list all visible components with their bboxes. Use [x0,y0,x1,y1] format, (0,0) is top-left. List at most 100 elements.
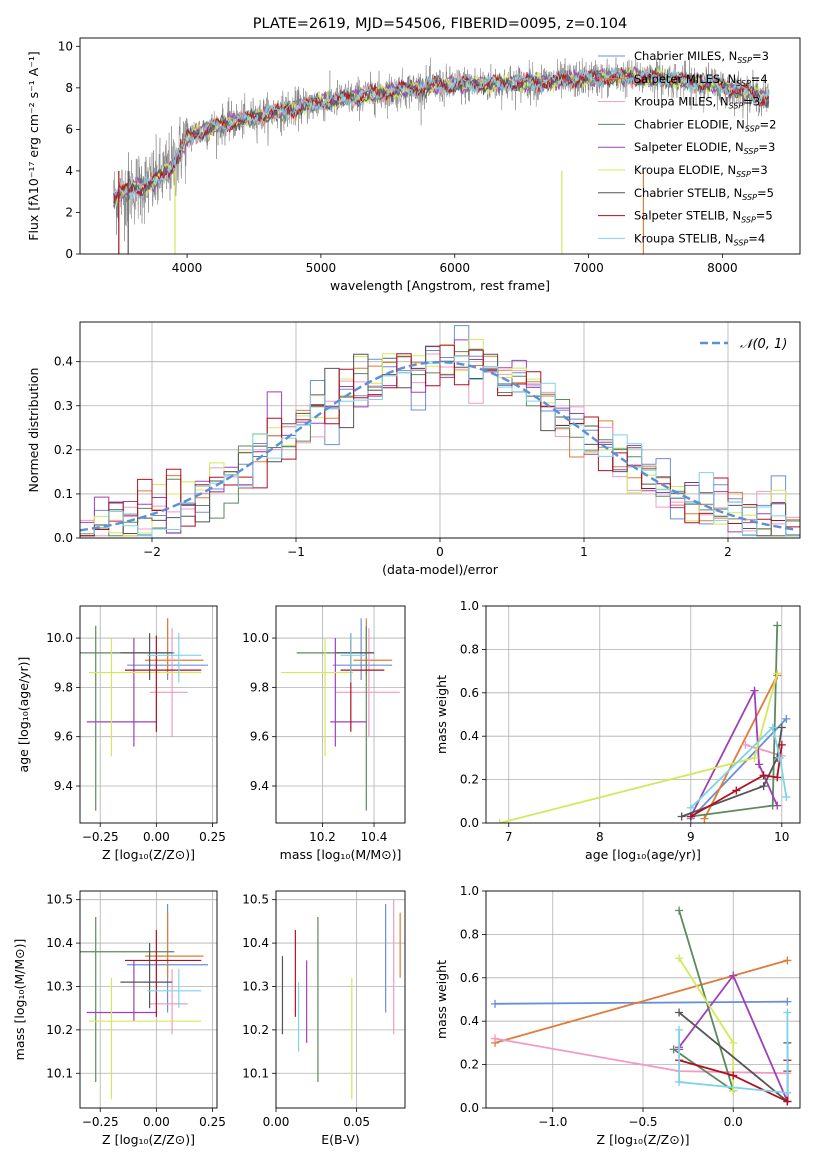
grid [486,890,800,1109]
tick-label-y: 10.2 [46,1023,73,1037]
weight-marker [677,812,686,821]
tick-label-y: 0.2 [460,1058,479,1072]
weight-marker [729,1071,738,1080]
tick-label-y: 9.8 [54,680,73,694]
weight-series-9 [690,725,788,809]
axis-label-x: mass [log₁₀(M/M⊙)] [280,847,402,862]
axes-border [275,605,406,824]
tick-label-x: 7 [505,830,513,844]
axes-frame: −0.25 0.00 0.25 9.4 9.6 9.8 10.0 Z [log₁₀(Z/Z⊙)… [16,605,226,862]
axis-label-y: Flux [fλ10⁻¹⁷ erg cm⁻² s⁻¹ A⁻¹] [26,51,41,240]
errorbar-point-9 [147,969,202,1009]
tick-label-y: 0 [65,247,73,261]
weight-marker [773,621,782,630]
errorbar-point-7 [120,943,173,1009]
errorbar-point-2 [353,618,393,676]
weight-series-2 [494,959,788,1044]
errorbar-point-4 [80,625,175,811]
plot-mass-vs-z: −0.25 0.00 0.25 10.1 10.2 10.3 10.4 10.5 Z [log₁… [12,890,226,1147]
errorbar-point-8 [124,635,202,732]
tick-label-x: 0.25 [199,1115,226,1129]
weight-series-4 [673,910,735,1093]
tick-label-y: 0.0 [460,816,479,830]
tick-label-x: 1 [580,545,588,559]
spectrum-model-9 [113,67,770,200]
weight-marker [675,906,684,915]
tick-label-y: 1.0 [460,884,479,898]
tick-label-y: 10.0 [46,631,73,645]
legend-entry: Salpeter ELODIE, NSSP=3 [634,140,775,156]
errorbar-point-5 [330,638,367,747]
tick-label-x: 10.4 [361,830,388,844]
plot-weight-vs-age: 7 8 9 10 0.0 0.2 0.4 0.6 0.8 1.0 age [log₁₀(age/yr… [434,599,801,862]
tick-label-y: 6 [65,122,73,136]
plot-age-vs-z: −0.25 0.00 0.25 9.4 9.6 9.8 10.0 Z [log₁₀(Z/Z⊙)… [16,605,226,862]
weight-marker [777,740,786,749]
axes-frame: −0.25 0.00 0.25 10.1 10.2 10.3 10.4 10.5 Z [log₁… [12,890,226,1147]
gaussian-curve [80,360,798,532]
weight-series-7 [681,727,783,818]
weight-series-9 [678,1012,789,1094]
axes-border [275,890,406,1109]
legend-entry: Chabrier ELODIE, NSSP=2 [634,117,776,133]
weight-marker [773,669,782,678]
errorbar-point-6 [88,638,202,757]
axis-label-x: Z [log₁₀(Z/Z⊙)] [102,847,195,862]
weight-series-3 [494,1037,788,1075]
tick-label-x: 9 [687,830,695,844]
plot-weight-vs-z: −1.0 −0.5 0.0 0.0 0.2 0.4 0.6 0.8 1.0 Z [log₁₀(Z/… [434,884,801,1147]
weight-marker [700,814,709,823]
errorbar-point-4 [80,917,175,1082]
tick-label-y: 10.3 [242,979,269,993]
tick-label-x: −2 [143,545,161,559]
plot-age-vs-mass: 10.2 10.4 9.4 9.6 9.8 10.0 mass [log₁₀(M/M⊙)] [242,605,406,862]
weight-marker [675,1025,684,1034]
tick-label-y: 10.2 [242,1023,269,1037]
errorbar-point-9 [147,633,202,683]
weight-marker [729,971,738,980]
axes-frame: 0.00 0.05 10.1 10.2 10.3 10.4 10.5 E(B-V) [242,890,406,1147]
tick-label-x: 2 [724,545,732,559]
tick-label-y: 0.8 [460,642,479,656]
weight-series-3 [745,744,783,757]
weight-marker [782,792,791,801]
axis-label-y: mass [log₁₀(M/M⊙)] [12,939,27,1061]
tick-label-x: 4000 [172,261,203,275]
legend: Chabrier MILES, NSSP=3 Salpeter MILES, NS… [598,49,776,247]
legend-entry: Salpeter MILES, NSSP=4 [634,72,768,88]
tick-label-x: −0.25 [82,830,119,844]
tick-label-y: 0.4 [54,355,73,369]
tick-label-x: 10.2 [309,830,336,844]
axes-frame: 4000 5000 6000 7000 8000 0 2 4 6 8 10 wavelength [A… [26,37,801,293]
errorbar-point-6 [281,638,354,757]
axes-border [79,605,218,824]
weight-marker [759,782,768,791]
tick-label-y: 10.4 [46,936,73,950]
tick-label-x: 6000 [439,261,470,275]
axis-label-x: Z [log₁₀(Z/Z⊙)] [102,1132,195,1147]
tick-label-y: 1.0 [460,599,479,613]
tick-label-y: 10.0 [242,631,269,645]
weight-marker [773,773,782,782]
errorbar-point-8 [124,930,202,1017]
tick-label-y: 0.0 [54,531,73,545]
legend-entry: Salpeter STELIB, NSSP=5 [634,209,773,225]
tick-label-y: 2 [65,205,73,219]
weight-marker [783,1097,792,1106]
chart-title: PLATE=2619, MJD=54506, FIBERID=0095, z=0… [253,16,627,32]
weight-marker [675,1008,684,1017]
tick-label-y: 0.3 [54,399,73,413]
errorbar-point-8 [340,635,385,732]
tick-label-x: 10 [774,830,789,844]
tick-label-x: 0.25 [199,830,226,844]
tick-label-y: 0.0 [460,1101,479,1115]
axis-label-x: Z [log₁₀(Z/Z⊙)] [597,1132,690,1147]
tick-label-y: 0.1 [54,487,73,501]
plot-area [80,618,209,811]
errorbar-point-6 [88,977,202,1100]
legend-entry: Kroupa STELIB, NSSP=4 [634,231,765,247]
weight-marker [750,686,759,695]
spectrum-model-7 [113,68,770,210]
tick-label-y: 9.6 [250,730,269,744]
tick-label-y: 0.4 [460,1014,479,1028]
